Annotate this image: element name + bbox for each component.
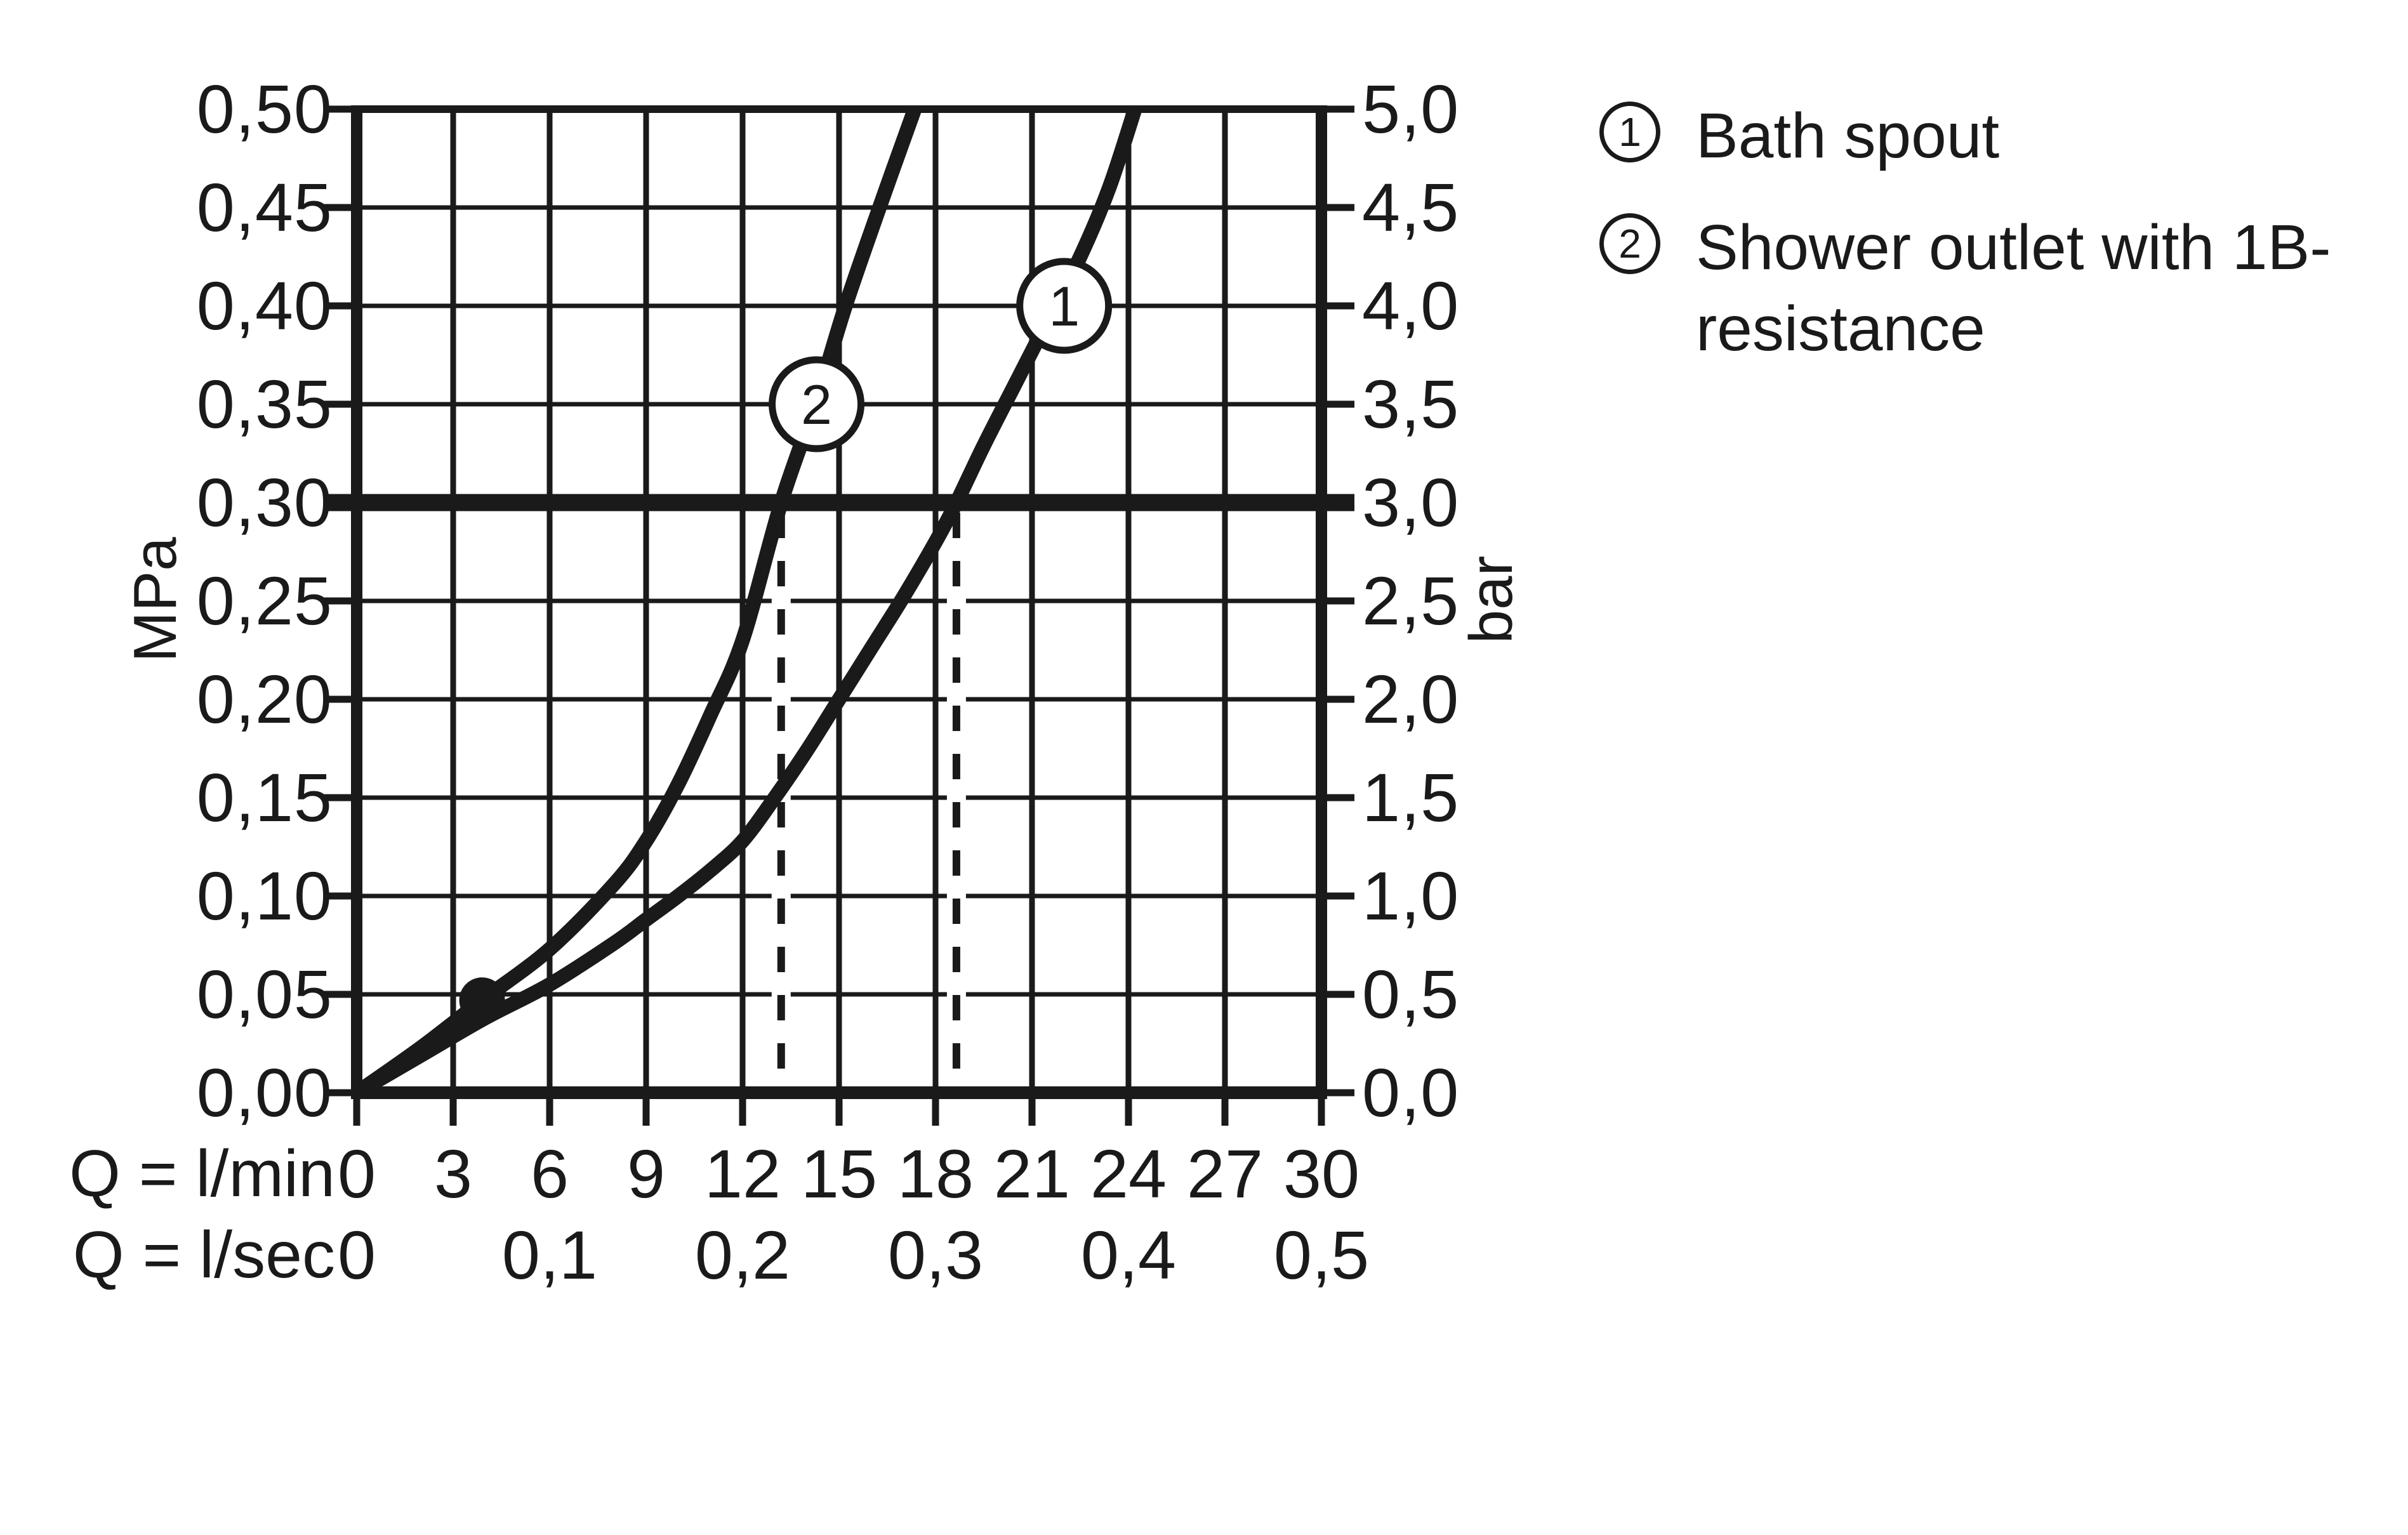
legend-item-label: Shower outlet with 1B- resistance — [1696, 207, 2331, 369]
circled-number-2-icon: 2 — [1599, 213, 1660, 274]
x-lmin-tick-label: 12 — [704, 1135, 781, 1212]
x-lmin-tick-label: 15 — [800, 1135, 878, 1212]
legend-item-label: Bath spout — [1696, 100, 2000, 171]
x-lmin-tick-label: 24 — [1090, 1135, 1167, 1212]
y-left-tick-label: 0,10 — [196, 857, 333, 934]
x-lmin-tick-label: 0 — [337, 1135, 376, 1212]
x-lsec-tick-label: 0,2 — [694, 1216, 791, 1293]
y-left-tick-label: 0,15 — [196, 759, 333, 836]
x-lmin-tick-label: 27 — [1186, 1135, 1264, 1212]
legend-item-bath-spout: 1 Bath spout — [1599, 95, 2386, 176]
legend-item-shower-outlet: 2 Shower outlet with 1B- resistance — [1599, 207, 2386, 369]
x-axis-lmin-label: Q = l/min — [69, 1137, 335, 1211]
x-lsec-tick-label: 0 — [337, 1216, 376, 1293]
curve-marker-label: 2 — [801, 373, 832, 436]
x-lmin-tick-label: 30 — [1283, 1135, 1360, 1212]
y-right-tick-label: 0,0 — [1362, 1054, 1460, 1131]
circled-number-1-icon: 1 — [1599, 102, 1660, 162]
x-lsec-tick-label: 0,3 — [887, 1216, 984, 1293]
legend-label-line: resistance — [1696, 293, 1985, 364]
y-right-tick-label: 4,5 — [1362, 169, 1460, 246]
legend-label-line: Shower outlet with 1B- — [1696, 212, 2331, 283]
y-left-tick-label: 0,20 — [196, 661, 333, 737]
y-right-tick-label: 2,5 — [1362, 562, 1460, 639]
grid-lines — [357, 109, 1321, 1093]
y-left-tick-label: 0,25 — [196, 562, 333, 639]
curve-point-dot — [459, 977, 505, 1024]
x-lsec-tick-label: 0,1 — [501, 1216, 598, 1293]
axes-frame — [324, 105, 1354, 1126]
x-lsec-tick-label: 0,5 — [1273, 1216, 1370, 1293]
curve-marker-label: 1 — [1049, 275, 1080, 338]
x-lsec-tick-label: 0,4 — [1080, 1216, 1177, 1293]
x-lmin-tick-label: 3 — [433, 1135, 473, 1212]
y-left-tick-label: 0,00 — [196, 1054, 333, 1131]
curve-callout-circle — [769, 356, 865, 452]
y-left-tick-label: 0,50 — [196, 70, 333, 147]
y-right-tick-label: 1,0 — [1362, 857, 1460, 934]
x-lmin-tick-label: 21 — [993, 1135, 1071, 1212]
y-right-tick-label: 4,0 — [1362, 267, 1460, 344]
curve-markers: 12 — [459, 258, 1113, 1024]
y-left-unit-label: MPa — [121, 537, 189, 662]
y-right-tick-label: 3,0 — [1362, 464, 1460, 541]
x-lmin-tick-label: 9 — [626, 1135, 666, 1212]
y-left-tick-label: 0,05 — [196, 956, 333, 1032]
y-right-tick-label: 0,5 — [1362, 956, 1460, 1032]
x-lmin-tick-label: 18 — [897, 1135, 974, 1212]
y-right-unit-label: bar — [1457, 555, 1525, 644]
y-right-tick-label: 5,0 — [1362, 70, 1460, 147]
y-right-tick-label: 2,0 — [1362, 661, 1460, 737]
curve-callout-circle — [1016, 258, 1113, 354]
y-right-tick-label: 1,5 — [1362, 759, 1460, 836]
legend: 1 Bath spout 2 Shower outlet with 1B- re… — [1599, 95, 2386, 400]
y-left-tick-label: 0,40 — [196, 267, 333, 344]
x-lmin-tick-label: 6 — [530, 1135, 569, 1212]
y-left-tick-label: 0,30 — [196, 464, 333, 541]
y-left-tick-label: 0,45 — [196, 169, 333, 246]
y-left-tick-label: 0,35 — [196, 366, 333, 442]
x-axis-lsec-label: Q = l/sec — [72, 1218, 335, 1292]
y-right-tick-label: 3,5 — [1362, 366, 1460, 442]
